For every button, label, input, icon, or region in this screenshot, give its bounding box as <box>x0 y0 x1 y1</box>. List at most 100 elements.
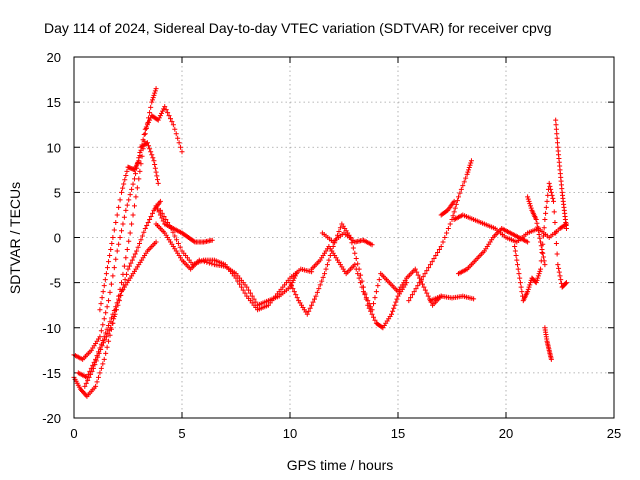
data-point <box>123 207 129 213</box>
x-tick-label: 20 <box>499 426 513 441</box>
data-point <box>452 205 458 211</box>
data-point <box>322 271 328 277</box>
data-point <box>369 242 375 248</box>
data-point <box>406 298 412 304</box>
data-point <box>139 142 145 148</box>
data-point <box>121 214 127 220</box>
y-tick-label: 20 <box>47 50 61 65</box>
data-point <box>129 221 135 227</box>
data-point <box>525 286 531 292</box>
data-point <box>555 262 561 268</box>
data-point <box>336 228 342 234</box>
data-point <box>147 146 153 152</box>
data-point <box>454 198 460 204</box>
data-point <box>314 289 320 295</box>
series-arc-10 <box>309 244 444 313</box>
data-point <box>98 365 104 371</box>
data-point <box>107 289 113 295</box>
data-point <box>553 122 559 128</box>
data-point <box>113 256 119 262</box>
data-point <box>161 106 167 112</box>
data-point <box>108 247 114 253</box>
data-point <box>538 243 544 249</box>
data-point <box>166 113 172 119</box>
data-point <box>563 225 569 231</box>
data-point <box>563 280 569 286</box>
data-point <box>155 117 161 123</box>
data-point <box>149 97 155 103</box>
data-point <box>85 377 91 383</box>
data-point <box>97 334 103 340</box>
data-point <box>535 275 541 281</box>
series-arc-14 <box>438 198 457 218</box>
data-point <box>422 271 428 277</box>
data-point <box>145 219 151 225</box>
data-point <box>151 92 157 98</box>
data-point <box>457 190 463 196</box>
data-point <box>83 380 89 386</box>
data-point <box>104 344 110 350</box>
data-point <box>291 289 297 295</box>
data-point <box>160 218 166 224</box>
data-point <box>415 272 421 278</box>
data-point <box>409 292 415 298</box>
data-point <box>537 268 543 274</box>
data-point <box>517 275 523 281</box>
data-point <box>111 227 117 233</box>
data-point <box>137 153 143 159</box>
data-point <box>542 262 548 268</box>
data-point <box>152 88 158 94</box>
data-point <box>109 241 115 247</box>
data-point <box>527 201 533 207</box>
data-point <box>464 171 470 177</box>
data-point <box>353 256 359 262</box>
plot-frame <box>73 56 615 419</box>
data-point <box>95 374 101 380</box>
data-point <box>527 280 533 286</box>
data-point <box>468 158 474 164</box>
data-point <box>130 181 136 187</box>
data-point <box>349 240 355 246</box>
data-point <box>438 244 444 250</box>
data-point <box>551 209 557 215</box>
data-point <box>512 244 518 250</box>
data-point <box>556 269 562 275</box>
data-point <box>119 189 125 195</box>
data-point <box>542 216 548 222</box>
data-point <box>172 126 178 132</box>
data-point <box>552 219 558 225</box>
data-point <box>317 282 323 288</box>
data-point <box>144 140 150 146</box>
data-point <box>142 131 148 137</box>
data-point <box>113 307 119 313</box>
data-point <box>168 225 174 231</box>
data-point <box>515 262 521 268</box>
data-point <box>246 287 252 293</box>
data-point <box>126 238 132 244</box>
data-point <box>118 292 124 298</box>
data-point <box>153 203 159 209</box>
data-point <box>101 283 107 289</box>
data-point <box>237 281 243 287</box>
data-point <box>534 220 540 226</box>
data-point <box>177 244 183 250</box>
data-point <box>131 176 137 182</box>
data-point <box>253 299 259 305</box>
data-point <box>170 229 176 235</box>
data-point <box>547 183 553 189</box>
data-point <box>147 117 153 123</box>
data-point <box>540 254 546 260</box>
data-point <box>103 334 109 340</box>
data-point <box>131 203 137 209</box>
data-point <box>157 113 163 119</box>
data-point <box>107 253 113 259</box>
data-point <box>152 90 158 96</box>
data-point <box>358 272 364 278</box>
data-point <box>543 204 549 210</box>
data-point <box>149 99 155 105</box>
data-point <box>173 131 179 137</box>
data-point <box>512 248 518 254</box>
y-tick-label: -15 <box>42 366 61 381</box>
data-point <box>153 239 159 245</box>
data-point <box>355 261 361 267</box>
